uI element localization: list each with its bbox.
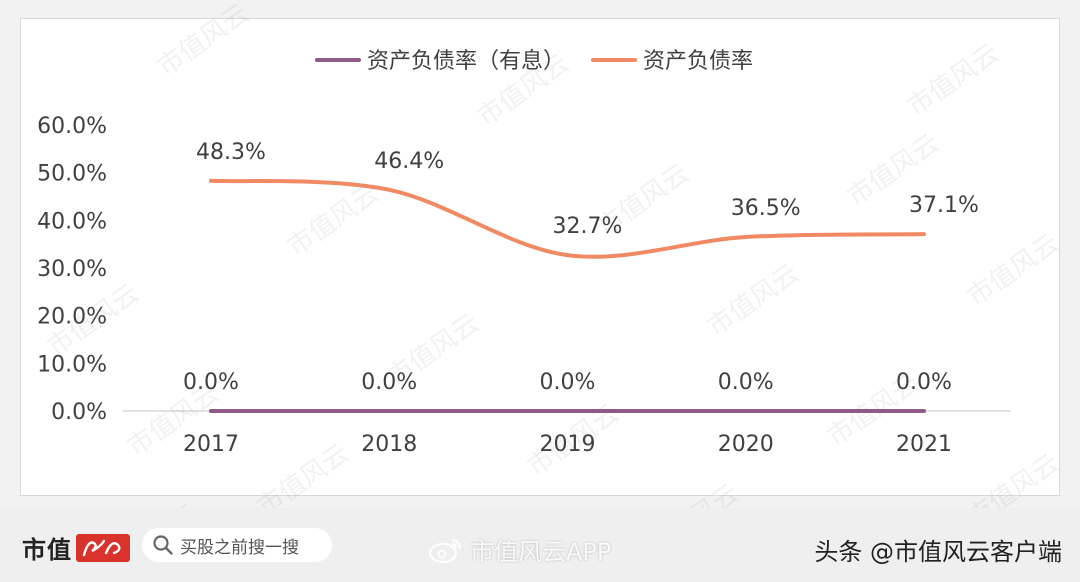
weibo-icon	[429, 538, 461, 563]
x-tick-label: 2017	[183, 432, 239, 457]
weibo-watermark-text: 市值风云APP	[470, 538, 612, 566]
legend-item-1: 资产负债率	[591, 49, 753, 74]
legend: 资产负债率（有息） 资产负债率	[315, 49, 753, 74]
search-box[interactable]: 买股之前搜一搜	[142, 528, 332, 562]
y-tick-label: 0.0%	[51, 400, 107, 425]
x-tick-label: 2019	[540, 432, 596, 457]
legend-label: 资产负债率（有息）	[367, 49, 565, 74]
brand-logo[interactable]: 市值	[22, 530, 130, 565]
data-label: 0.0%	[540, 370, 596, 395]
x-tick-label: 2021	[896, 432, 952, 457]
weibo-watermark: 市值风云APP	[428, 532, 611, 567]
data-label: 0.0%	[896, 370, 952, 395]
y-axis: 0.0% 10.0% 20.0% 30.0% 40.0% 50.0% 60.0%	[37, 114, 107, 425]
y-tick-label: 10.0%	[37, 352, 107, 377]
data-label: 48.3%	[196, 140, 266, 165]
logo-text: 市值	[22, 536, 72, 564]
x-tick-label: 2018	[361, 432, 417, 457]
x-tick-label: 2020	[718, 432, 774, 457]
logo-mark	[76, 533, 130, 562]
legend-label: 资产负债率	[643, 49, 753, 74]
y-tick-label: 30.0%	[37, 257, 107, 282]
data-label: 0.0%	[183, 370, 239, 395]
data-label: 32.7%	[553, 214, 623, 239]
logo-mark-glyph	[82, 539, 121, 556]
data-label: 0.0%	[361, 370, 417, 395]
data-labels: 0.0% 0.0% 0.0% 0.0% 0.0% 48.3% 46.4% 32.7% 36.5%…	[183, 140, 979, 395]
data-label: 46.4%	[374, 149, 444, 174]
legend-item-0: 资产负债率（有息）	[315, 49, 565, 74]
data-label: 36.5%	[731, 196, 801, 221]
series-layer	[209, 178, 926, 414]
line-chart: 资产负债率（有息） 资产负债率 0.0% 10.0% 20.0% 30.0% 40.0% 5…	[37, 49, 1011, 457]
y-tick-label: 50.0%	[37, 162, 107, 187]
source-credit: 头条 @市值风云客户端	[814, 538, 1062, 566]
y-tick-label: 20.0%	[37, 305, 107, 330]
chart-card: 资产负债率（有息） 资产负债率 0.0% 10.0% 20.0% 30.0% 40.0% 5…	[20, 18, 1060, 496]
data-label: 37.1%	[909, 193, 979, 218]
y-tick-label: 60.0%	[37, 114, 107, 139]
search-icon	[153, 535, 173, 555]
x-axis: 2017 2018 2019 2020 2021	[123, 410, 1011, 457]
data-label: 0.0%	[718, 370, 774, 395]
footer-bar: 市值 买股之前搜一搜 市值风云APP 头条 @市值风云客户端	[0, 508, 1080, 582]
y-tick-label: 40.0%	[37, 209, 107, 234]
search-placeholder: 买股之前搜一搜	[180, 537, 299, 558]
